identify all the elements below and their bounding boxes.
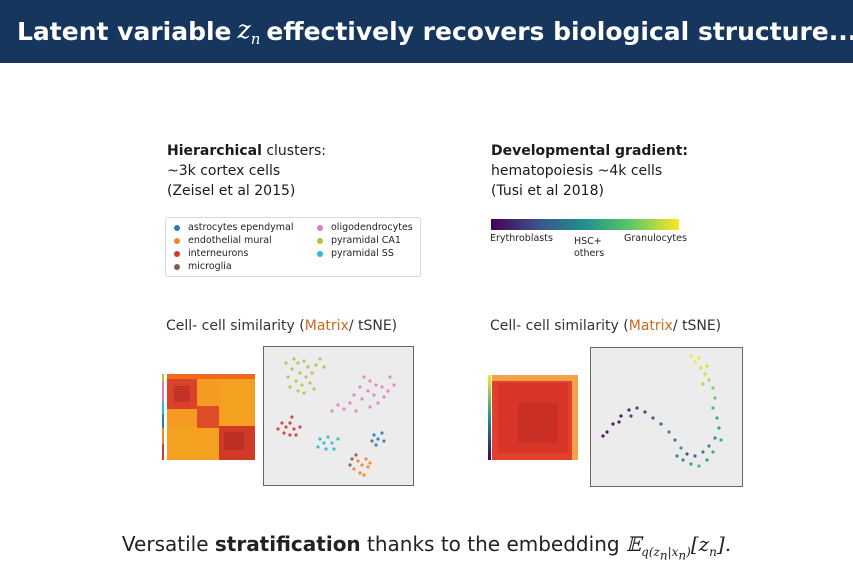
- legend-item: pyramidal CA1: [317, 235, 401, 246]
- legend-item: astrocytes ependymal: [174, 222, 294, 233]
- right-similarity-matrix: [488, 375, 578, 460]
- legend-dot-icon: [317, 224, 323, 231]
- right-heading: Developmental gradient: hematopoiesis ~4…: [491, 141, 688, 201]
- legend-dot-icon: [174, 224, 180, 231]
- cell-type-legend: astrocytes ependymal endothelial mural i…: [165, 217, 421, 277]
- legend-item: interneurons: [174, 248, 248, 259]
- developmental-colorbar: [491, 219, 679, 230]
- slide-title: Latent variable zn effectively recovers …: [0, 0, 853, 63]
- embedding-expression: 𝔼q(zn|xn)[zn].: [625, 532, 732, 563]
- legend-dot-icon: [174, 250, 180, 257]
- left-tsne-plot: [263, 346, 414, 486]
- right-similarity-label: Cell- cell similarity (Matrix/ tSNE): [490, 318, 722, 334]
- colorbar-label-left: Erythroblasts: [490, 233, 553, 244]
- legend-dot-icon: [174, 263, 180, 270]
- right-tsne-plot: [590, 347, 743, 487]
- left-heading: Hierarchical clusters: ~3k cortex cells …: [167, 143, 326, 199]
- title-prefix: Latent variable: [17, 17, 232, 46]
- colorbar-label-right: Granulocytes: [624, 233, 687, 244]
- colorbar-label-mid: HSC+ others: [574, 236, 605, 259]
- right-tsne-points: [601, 354, 723, 468]
- right-heading-bold: Developmental gradient:: [491, 143, 688, 159]
- footer-statement: Versatile stratification thanks to the e…: [121, 532, 732, 563]
- legend-item: pyramidal SS: [317, 248, 394, 259]
- legend-dot-icon: [317, 250, 323, 257]
- left-heading-line3: (Zeisel et al 2015): [167, 183, 296, 199]
- right-heading-line2: hematopoiesis ~4k cells: [491, 163, 663, 179]
- left-tsne-points: [276, 357, 396, 477]
- legend-dot-icon: [174, 237, 180, 244]
- left-similarity-matrix: [162, 374, 255, 460]
- left-heading-line2: ~3k cortex cells: [167, 163, 281, 179]
- footer-emphasis: stratification: [214, 532, 361, 556]
- right-heading-line3: (Tusi et al 2018): [491, 183, 604, 199]
- title-latent-variable: zn: [237, 15, 261, 48]
- left-heading-bold: Hierarchical: [167, 143, 262, 159]
- legend-item: endothelial mural: [174, 235, 272, 246]
- legend-dot-icon: [317, 237, 323, 244]
- legend-item: microglia: [174, 261, 232, 272]
- left-similarity-label: Cell- cell similarity (Matrix/ tSNE): [166, 318, 398, 334]
- title-suffix: effectively recovers biological structur…: [266, 17, 853, 46]
- legend-item: oligodendrocytes: [317, 222, 413, 233]
